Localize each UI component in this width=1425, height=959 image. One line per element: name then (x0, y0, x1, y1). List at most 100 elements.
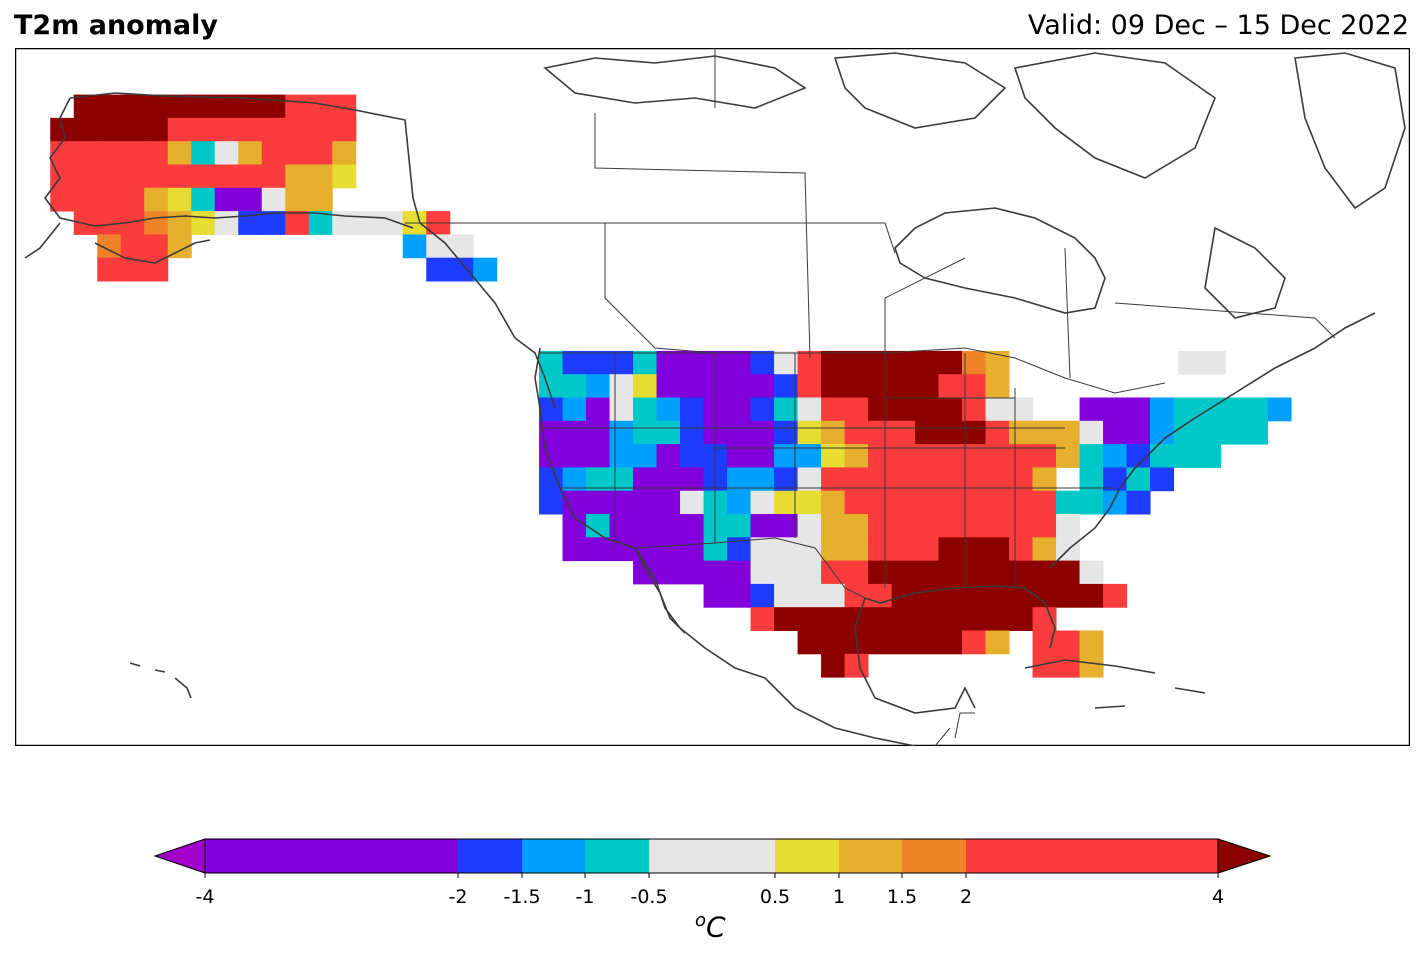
anomaly-cell (891, 350, 916, 375)
anomaly-cell (727, 583, 752, 608)
anomaly-cell (821, 490, 846, 515)
anomaly-cell (562, 350, 587, 375)
anomaly-cell (633, 397, 658, 422)
anomaly-cell (609, 397, 634, 422)
anomaly-cell (261, 94, 286, 119)
anomaly-cell (97, 211, 122, 235)
anomaly-cell (774, 583, 799, 608)
colorbar-bin-6 (839, 839, 902, 873)
anomaly-cell (774, 607, 799, 631)
anomaly-cell (656, 560, 681, 585)
anomaly-cell (844, 607, 869, 631)
anomaly-cell (586, 420, 611, 445)
anomaly-cell (562, 444, 587, 468)
anomaly-cell (586, 467, 611, 492)
colorbar-bin-8 (966, 839, 1218, 873)
anomaly-cell (1009, 397, 1034, 422)
anomaly-cell (144, 187, 169, 212)
anomaly-cell (891, 467, 916, 492)
anomaly-cell (985, 607, 1010, 631)
anomaly-cell (703, 350, 728, 375)
colorbar-tick-label: 4 (1211, 886, 1225, 908)
anomaly-cell (915, 630, 940, 655)
anomaly-cell (191, 211, 216, 235)
anomaly-cell (680, 537, 705, 562)
anomaly-cell (821, 630, 846, 655)
anomaly-cell (1079, 397, 1104, 422)
anomaly-cell (962, 397, 987, 422)
anomaly-cell (844, 350, 869, 375)
anomaly-cell (1079, 653, 1104, 678)
anomaly-cell (120, 211, 145, 235)
anomaly-cell (844, 537, 869, 562)
colorbar-tick-label: -1 (575, 886, 595, 908)
anomaly-cell (609, 514, 634, 538)
anomaly-cell (844, 653, 869, 678)
anomaly-cell (680, 397, 705, 422)
colorbar-tick-label: -2 (448, 886, 468, 908)
anomaly-cell (703, 420, 728, 445)
anomaly-cell (50, 187, 75, 212)
anomaly-cell (868, 350, 893, 375)
anomaly-cell (797, 560, 822, 585)
anomaly-cell (821, 514, 846, 538)
anomaly-cell (868, 537, 893, 562)
anomaly-cell (727, 374, 752, 398)
anomaly-cell (120, 94, 145, 119)
anomaly-cell (1220, 397, 1245, 422)
anomaly-cell (868, 560, 893, 585)
anomaly-cell (915, 583, 940, 608)
anomaly-cell (562, 420, 587, 445)
anomaly-cell (868, 514, 893, 538)
anomaly-cell (609, 444, 634, 468)
anomaly-cell (774, 537, 799, 562)
anomaly-cell (985, 583, 1010, 608)
anomaly-cell (285, 187, 310, 212)
anomaly-cell (633, 444, 658, 468)
anomaly-cell (915, 607, 940, 631)
anomaly-cell (73, 211, 98, 235)
anomaly-cell (144, 211, 169, 235)
anomaly-cell (167, 117, 192, 142)
anomaly-cell (539, 397, 564, 422)
anomaly-cell (821, 374, 846, 398)
anomaly-cell (750, 397, 775, 422)
anomaly-cell (915, 490, 940, 515)
anomaly-cell (214, 187, 239, 212)
anomaly-cell (1009, 514, 1034, 538)
borders (405, 48, 1336, 746)
anomaly-cell (426, 234, 451, 259)
anomaly-cell (1079, 560, 1104, 585)
anomaly-cell (633, 467, 658, 492)
anomaly-cell (680, 374, 705, 398)
anomaly-cell (750, 490, 775, 515)
anomaly-cell (120, 141, 145, 165)
anomaly-cell (915, 374, 940, 398)
anomaly-cell (1197, 420, 1222, 445)
anomaly-cell (633, 374, 658, 398)
anomaly-cell (586, 350, 611, 375)
anomaly-cell (821, 583, 846, 608)
anomaly-cell (214, 94, 239, 119)
anomaly-cell (938, 537, 963, 562)
anomaly-cell (97, 141, 122, 165)
colorbar-extend-low (153, 838, 206, 874)
anomaly-cell (120, 187, 145, 212)
anomaly-cell (1056, 444, 1081, 468)
anomaly-cell (891, 420, 916, 445)
anomaly-cell (891, 560, 916, 585)
anomaly-cell (680, 467, 705, 492)
anomaly-cell (915, 537, 940, 562)
anomaly-cell (985, 560, 1010, 585)
anomaly-cell (821, 537, 846, 562)
anomaly-cell (97, 187, 122, 212)
anomaly-cell (144, 234, 169, 259)
anomaly-cell (586, 537, 611, 562)
anomaly-cell (985, 397, 1010, 422)
anomaly-cell (750, 583, 775, 608)
anomaly-cell (285, 164, 310, 189)
anomaly-cell (703, 514, 728, 538)
anomaly-cell (985, 420, 1010, 445)
anomaly-cell (891, 537, 916, 562)
anomaly-cell (938, 467, 963, 492)
